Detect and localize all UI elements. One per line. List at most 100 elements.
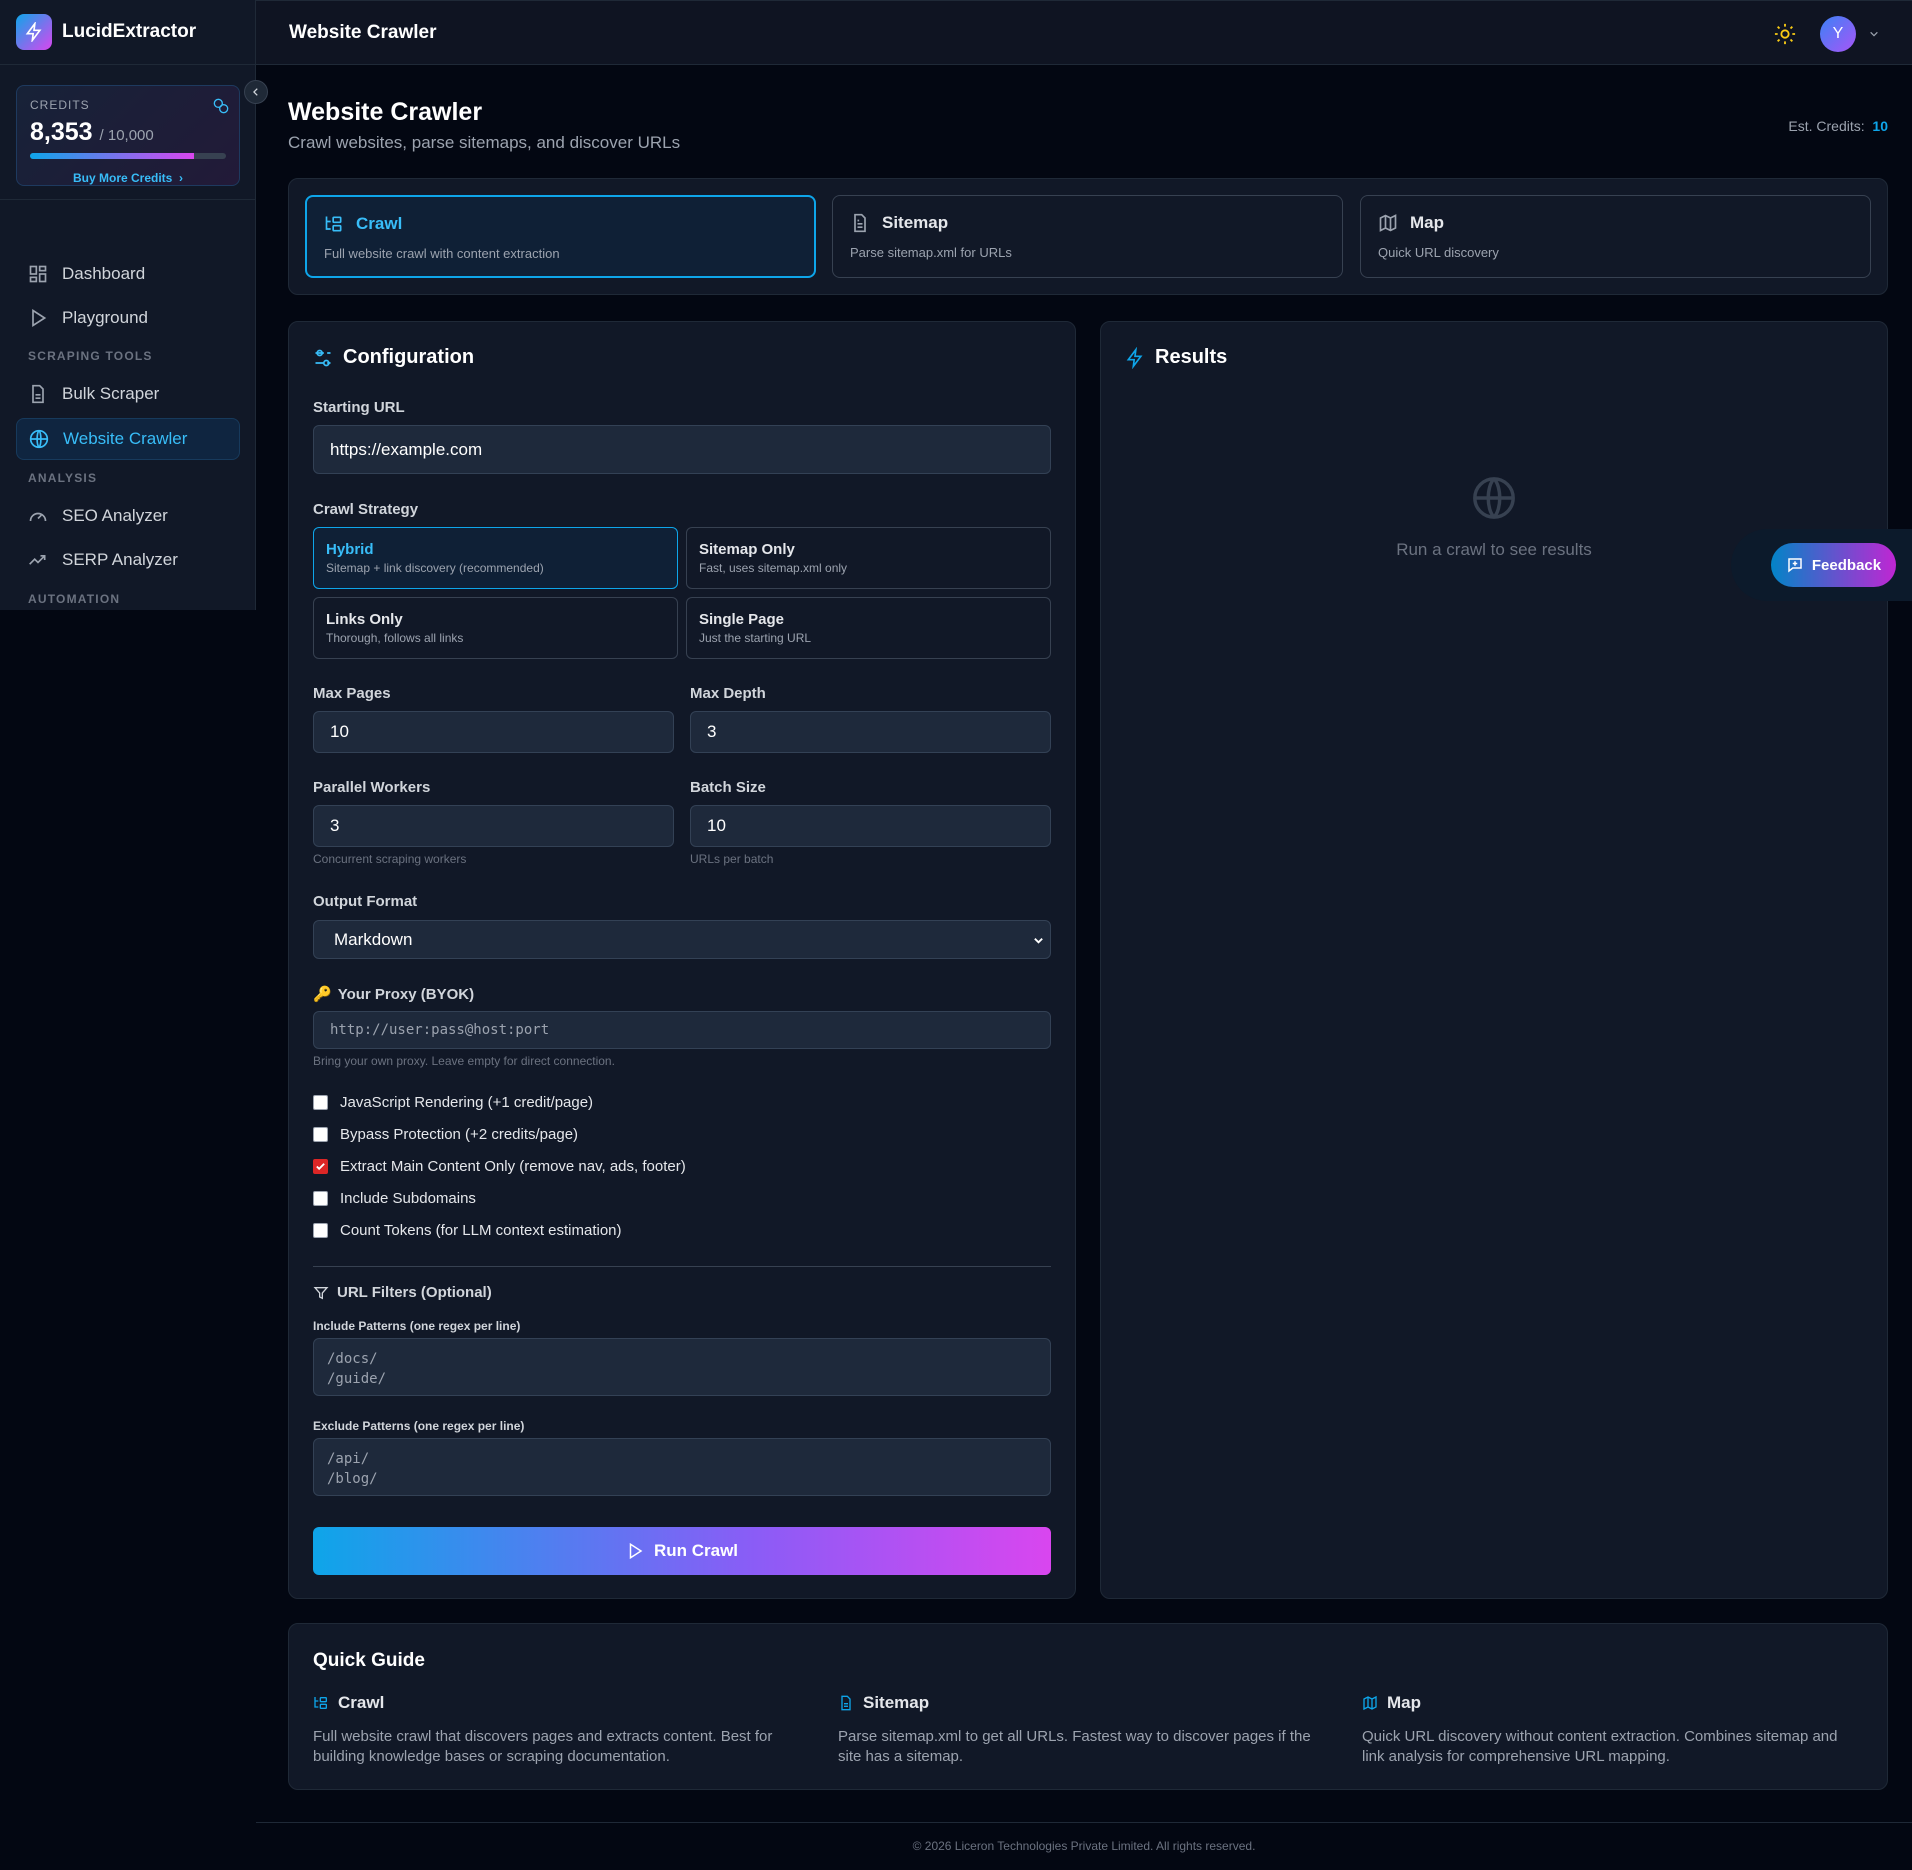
- strategy-single-page[interactable]: Single Page Just the starting URL: [686, 597, 1051, 659]
- checkbox[interactable]: [313, 1223, 328, 1238]
- sun-icon[interactable]: [1774, 23, 1796, 45]
- sidebar-item-label: Dashboard: [62, 264, 146, 283]
- tab-map[interactable]: Map Quick URL discovery: [1360, 195, 1871, 278]
- strategy-title: Single Page: [699, 611, 785, 628]
- coins-icon: [213, 98, 229, 114]
- play-icon: [629, 1542, 643, 1560]
- bolt-icon: [1126, 346, 1143, 369]
- parallel-workers-label: Parallel Workers: [313, 779, 431, 796]
- url-filters-title: URL Filters (Optional): [337, 1284, 492, 1301]
- section-scraping-tools: SCRAPING TOOLS: [28, 349, 153, 363]
- results-heading: Results: [1125, 346, 1227, 369]
- chevron-left-icon: [253, 88, 258, 96]
- max-pages-input[interactable]: 10: [313, 711, 674, 753]
- proxy-label: 🔑 Your Proxy (BYOK): [313, 985, 474, 1004]
- mode-title: Map: [1410, 213, 1444, 232]
- buy-credits-link[interactable]: Buy More Credits ›: [72, 171, 184, 185]
- sidebar-item-seo-analyzer[interactable]: SEO Analyzer: [16, 495, 240, 537]
- crawl-strategy-label: Crawl Strategy: [313, 501, 419, 518]
- checkbox-label: JavaScript Rendering (+1 credit/page): [340, 1094, 594, 1111]
- url-filters-heading: URL Filters (Optional): [313, 1284, 492, 1301]
- checkbox[interactable]: [313, 1159, 328, 1174]
- quick-guide-title: Quick Guide: [313, 1650, 425, 1671]
- configuration-title: Configuration: [343, 346, 475, 368]
- checkbox-row[interactable]: Extract Main Content Only (remove nav, a…: [313, 1158, 686, 1175]
- feedback-button[interactable]: Feedback: [1771, 543, 1896, 587]
- folder-tree-icon: [325, 216, 342, 232]
- topbar-title: Website Crawler: [289, 22, 437, 43]
- file-text-icon: [841, 1695, 851, 1711]
- exclude-patterns-label: Exclude Patterns (one regex per line): [313, 1419, 525, 1433]
- avatar[interactable]: Y: [1820, 16, 1856, 52]
- exclude-patterns-textarea[interactable]: /api/ /blog/: [313, 1438, 1051, 1496]
- collapse-sidebar-button[interactable]: [244, 80, 268, 104]
- run-crawl-button[interactable]: Run Crawl: [313, 1527, 1051, 1575]
- divider: [313, 1266, 1051, 1267]
- strategy-desc: Sitemap + link discovery (recommended): [326, 561, 544, 575]
- proxy-hint: Bring your own proxy. Leave empty for di…: [313, 1054, 615, 1068]
- guide-title: Crawl: [338, 1693, 385, 1712]
- checkbox[interactable]: [313, 1095, 328, 1110]
- checkbox[interactable]: [313, 1127, 328, 1142]
- proxy-input[interactable]: http://user:pass@host:port: [313, 1011, 1051, 1049]
- checkbox-row[interactable]: Count Tokens (for LLM context estimation…: [313, 1222, 622, 1239]
- sidebar-item-label: Website Crawler: [63, 429, 188, 448]
- map-icon: [1379, 214, 1397, 232]
- workers-hint: Concurrent scraping workers: [313, 852, 467, 866]
- tab-sitemap[interactable]: Sitemap Parse sitemap.xml for URLs: [832, 195, 1343, 278]
- footer-divider: [256, 1822, 1912, 1823]
- strategy-links-only[interactable]: Links Only Thorough, follows all links: [313, 597, 678, 659]
- check-icon: [316, 1163, 325, 1171]
- strategy-title: Links Only: [326, 611, 403, 628]
- sidebar-item-bulk-scraper[interactable]: Bulk Scraper: [16, 373, 240, 415]
- parallel-workers-input[interactable]: 3: [313, 805, 674, 847]
- sidebar-item-dashboard[interactable]: Dashboard: [16, 253, 240, 295]
- quick-guide-card: [288, 1623, 1888, 1790]
- filter-icon: [313, 1286, 329, 1299]
- mode-desc: Quick URL discovery: [1378, 245, 1499, 260]
- message-plus-icon: [1788, 558, 1802, 573]
- strategy-desc: Fast, uses sitemap.xml only: [699, 561, 848, 575]
- mode-desc: Full website crawl with content extracti…: [324, 246, 560, 261]
- page-title: Website Crawler: [288, 98, 483, 126]
- batch-size-label: Batch Size: [690, 779, 766, 796]
- credits-card: CREDITS 8,353 / 10,000 Buy More Credits …: [16, 85, 240, 186]
- brand[interactable]: LucidExtractor: [0, 0, 255, 65]
- strategy-hybrid[interactable]: Hybrid Sitemap + link discovery (recommen…: [313, 527, 678, 589]
- credits-label: CREDITS: [30, 98, 90, 112]
- sidebar-item-serp-analyzer[interactable]: SERP Analyzer: [16, 539, 240, 581]
- strategy-desc: Just the starting URL: [699, 631, 812, 645]
- folder-tree-icon: [314, 1697, 327, 1709]
- credits-progress-fill: [30, 153, 194, 159]
- batch-hint: URLs per batch: [690, 852, 774, 866]
- checkbox-row[interactable]: JavaScript Rendering (+1 credit/page): [313, 1094, 593, 1111]
- checkbox-row[interactable]: Bypass Protection (+2 credits/page): [313, 1126, 578, 1143]
- results-empty-text: Run a crawl to see results: [1396, 540, 1592, 559]
- feedback-label: Feedback: [1811, 556, 1882, 574]
- starting-url-input[interactable]: https://example.com: [313, 425, 1051, 474]
- strategy-sitemap-only[interactable]: Sitemap Only Fast, uses sitemap.xml only: [686, 527, 1051, 589]
- include-patterns-textarea[interactable]: /docs/ /guide/: [313, 1338, 1051, 1396]
- checkbox-label: Count Tokens (for LLM context estimation…: [340, 1222, 622, 1239]
- guide-desc: Parse sitemap.xml to get all URLs. Faste…: [838, 1728, 1311, 1765]
- checkbox[interactable]: [313, 1191, 328, 1206]
- sidebar-item-website-crawler[interactable]: Website Crawler: [16, 418, 240, 460]
- batch-size-input[interactable]: 10: [690, 805, 1051, 847]
- sidebar-item-playground[interactable]: Playground: [16, 297, 240, 339]
- guide-desc: Quick URL discovery without content extr…: [1362, 1728, 1838, 1765]
- strategy-title: Sitemap Only: [699, 541, 795, 558]
- dashboard-icon: [29, 265, 47, 283]
- guide-item-map: Map Quick URL discovery without content …: [1362, 1693, 1862, 1767]
- mode-title: Crawl: [356, 214, 403, 233]
- checkbox-label: Include Subdomains: [340, 1190, 476, 1207]
- checkbox-label: Bypass Protection (+2 credits/page): [340, 1126, 579, 1143]
- chevron-down-icon[interactable]: [1868, 29, 1880, 39]
- output-format-select[interactable]: Markdown: [313, 920, 1051, 959]
- globe-icon: [1473, 477, 1515, 519]
- tab-crawl[interactable]: Crawl Full website crawl with content ex…: [305, 195, 816, 278]
- checkbox-row[interactable]: Include Subdomains: [313, 1190, 476, 1207]
- max-depth-input[interactable]: 3: [690, 711, 1051, 753]
- sidebar-item-label: SERP Analyzer: [62, 550, 178, 569]
- file-icon: [32, 384, 44, 404]
- footer-text: © 2026 Liceron Technologies Private Limi…: [912, 1839, 1256, 1853]
